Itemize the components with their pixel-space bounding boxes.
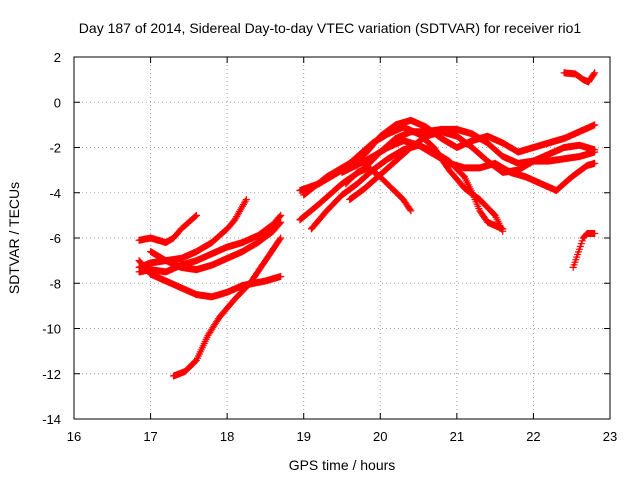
x-axis-label: GPS time / hours (289, 457, 396, 473)
series-s15 (569, 230, 599, 271)
series-s5 (147, 218, 285, 274)
y-tick-label: -10 (42, 322, 61, 337)
x-tick-label: 22 (526, 429, 540, 444)
series-markers (147, 218, 285, 274)
y-tick-label: -2 (49, 141, 61, 156)
y-tick-label: 2 (54, 50, 61, 65)
y-tick-label: -14 (42, 412, 61, 427)
series-s14 (560, 69, 599, 86)
series-markers (342, 164, 415, 215)
x-tick-label: 19 (296, 429, 310, 444)
y-tick-label: 0 (54, 95, 61, 110)
series-markers (569, 230, 599, 271)
series-markers (170, 234, 285, 380)
y-tick-label: -4 (49, 186, 61, 201)
y-axis-label: SDTVAR / TECUs (6, 182, 22, 294)
series-s13 (346, 128, 599, 203)
x-tick-label: 20 (373, 429, 387, 444)
x-tick-label: 18 (220, 429, 234, 444)
y-tick-label: -12 (42, 367, 61, 382)
series-markers (135, 211, 285, 276)
series-s12 (342, 164, 415, 215)
y-tick-label: -8 (49, 276, 61, 291)
axis-ticks: 16 17 18 19 20 21 22 23 -14 -12 -10 -8 -6 -4 -2 0 2 (42, 50, 617, 444)
data-series (135, 69, 599, 380)
series-s4 (135, 211, 285, 276)
series-markers (135, 211, 200, 246)
x-tick-label: 17 (143, 429, 157, 444)
series-markers (560, 69, 599, 86)
x-tick-label: 16 (67, 429, 81, 444)
chart-title: Day 187 of 2014, Sidereal Day-to-day VTE… (79, 20, 582, 36)
series-s6 (170, 234, 285, 380)
x-tick-label: 23 (603, 429, 617, 444)
series-markers (346, 128, 599, 203)
y-tick-label: -6 (49, 231, 61, 246)
series-s1 (135, 211, 200, 246)
x-tick-label: 21 (450, 429, 464, 444)
